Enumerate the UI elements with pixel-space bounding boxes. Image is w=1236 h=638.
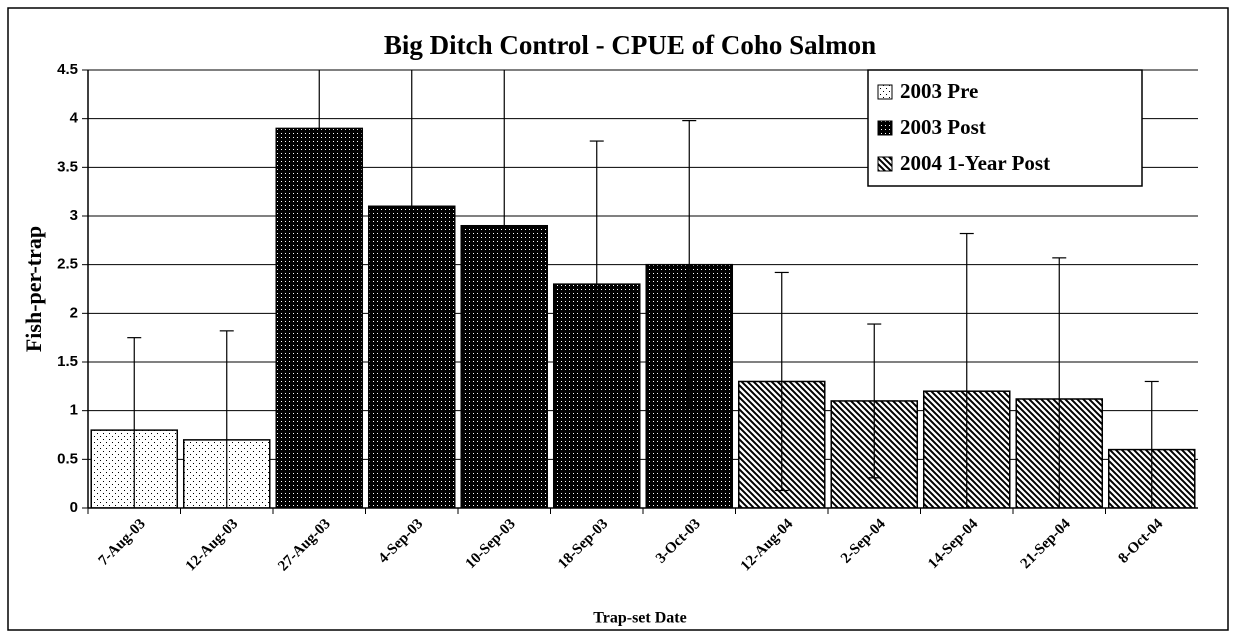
plot-area (90, 70, 1196, 508)
y-axis-label: Fish-per-trap (21, 226, 46, 352)
legend-label: 2003 Pre (900, 79, 978, 103)
error-bar (497, 70, 512, 480)
error-bar (867, 323, 882, 479)
error-bar (1052, 257, 1067, 508)
error-bar (774, 271, 789, 492)
legend-swatch (877, 84, 893, 100)
y-tick-label: 0 (70, 499, 78, 516)
y-tick-label: 4.5 (57, 61, 78, 78)
chart-title: Big Ditch Control - CPUE of Coho Salmon (384, 30, 876, 60)
legend-swatch (877, 120, 893, 136)
error-bar (959, 232, 974, 508)
y-tick-label: 1.5 (57, 353, 78, 370)
y-tick-label: 4 (70, 110, 79, 127)
error-bar (404, 70, 419, 421)
error-bar (589, 140, 604, 428)
y-tick-label: 3 (70, 207, 78, 224)
y-tick-label: 0.5 (57, 450, 78, 467)
legend-label: 2004 1-Year Post (900, 151, 1050, 175)
y-tick-label: 2.5 (57, 256, 78, 273)
error-bar (127, 337, 142, 508)
error-bar (682, 120, 697, 410)
error-bar (1144, 380, 1159, 508)
y-tick-label: 3.5 (57, 158, 78, 175)
y-tick-label: 1 (70, 402, 78, 419)
legend-label: 2003 Post (900, 115, 986, 139)
y-tick-label: 2 (70, 304, 78, 321)
legend-swatch (877, 156, 893, 172)
error-bar (312, 70, 327, 305)
error-bar (219, 330, 234, 508)
legend-box (867, 69, 1143, 187)
x-axis-label: Trap-set Date (593, 610, 686, 627)
